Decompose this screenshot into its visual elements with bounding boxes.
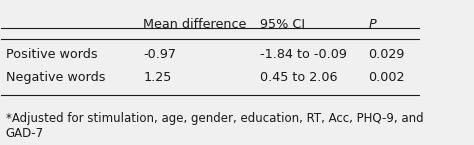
Text: *Adjusted for stimulation, age, gender, education, RT, Acc, PHQ-9, and
GAD-7: *Adjusted for stimulation, age, gender, … <box>6 112 423 139</box>
Text: Negative words: Negative words <box>6 71 105 84</box>
Text: -1.84 to -0.09: -1.84 to -0.09 <box>260 48 347 61</box>
Text: -0.97: -0.97 <box>143 48 176 61</box>
Text: 0.029: 0.029 <box>369 48 405 61</box>
Text: 1.25: 1.25 <box>143 71 172 84</box>
Text: Positive words: Positive words <box>6 48 97 61</box>
Text: 95% CI: 95% CI <box>260 18 305 30</box>
Text: 0.45 to 2.06: 0.45 to 2.06 <box>260 71 337 84</box>
Text: 0.002: 0.002 <box>369 71 405 84</box>
Text: P: P <box>369 18 376 30</box>
Text: Mean difference: Mean difference <box>143 18 246 30</box>
